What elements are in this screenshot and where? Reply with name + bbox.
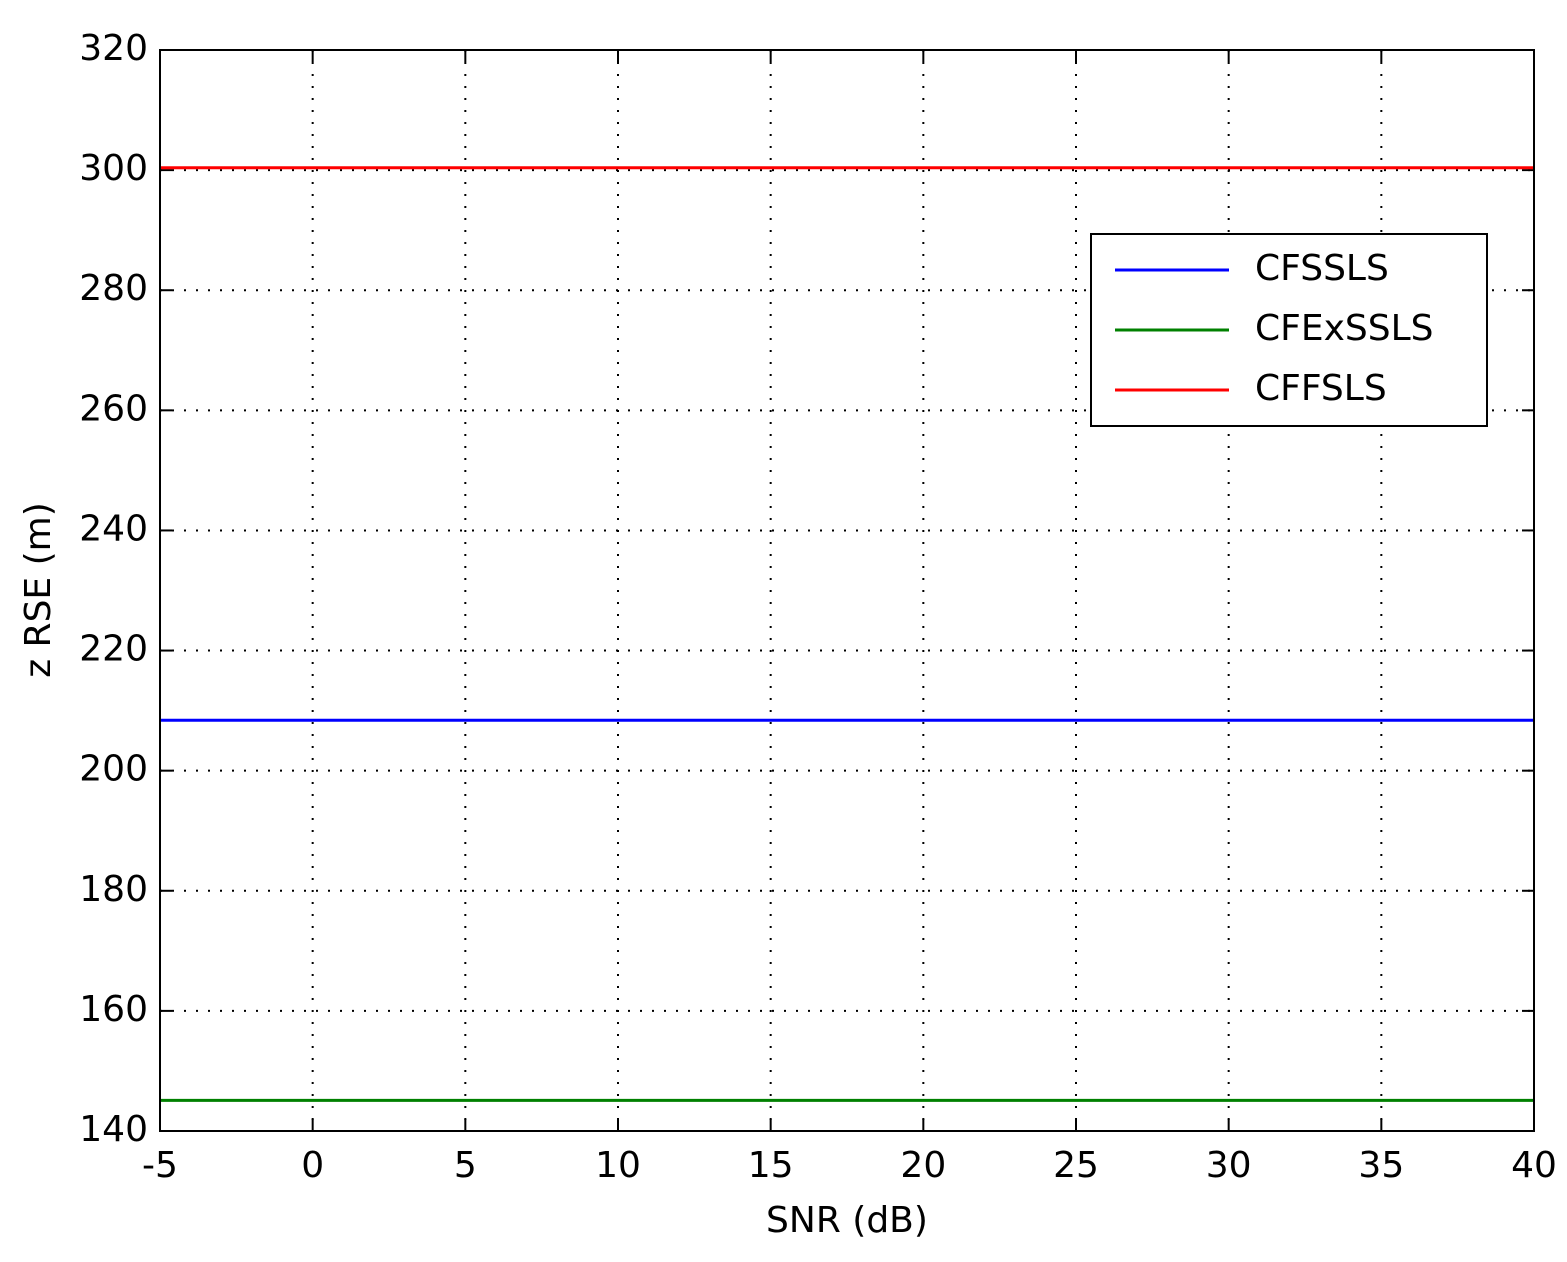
plot-frame bbox=[159, 49, 1535, 1132]
x-tick-label: 10 bbox=[595, 1145, 641, 1186]
legend-label: CFExSSLS bbox=[1255, 308, 1434, 349]
x-tick-label: 30 bbox=[1206, 1145, 1252, 1186]
y-tick-label: 160 bbox=[79, 989, 148, 1030]
y-tick-label: 260 bbox=[79, 388, 148, 429]
y-tick-label: 180 bbox=[79, 869, 148, 910]
x-tick-label: 35 bbox=[1358, 1145, 1404, 1186]
y-tick-label: 280 bbox=[79, 268, 148, 309]
legend-label: CFFSLS bbox=[1255, 368, 1387, 409]
y-tick-label: 320 bbox=[79, 28, 148, 69]
x-axis-label: SNR (dB) bbox=[766, 1200, 928, 1241]
y-tick-label: 200 bbox=[79, 749, 148, 790]
x-tick-label: 5 bbox=[454, 1145, 477, 1186]
x-tick-label: -5 bbox=[142, 1145, 178, 1186]
y-tick-label: 240 bbox=[79, 508, 148, 549]
legend-label: CFSSLS bbox=[1255, 248, 1389, 289]
x-tick-label: 0 bbox=[301, 1145, 324, 1186]
x-tick-label: 20 bbox=[900, 1145, 946, 1186]
x-tick-label: 40 bbox=[1511, 1145, 1557, 1186]
y-tick-label: 220 bbox=[79, 629, 148, 670]
x-tick-label: 25 bbox=[1053, 1145, 1099, 1186]
x-tick-label: 15 bbox=[748, 1145, 794, 1186]
y-axis-label: z RSE (m) bbox=[18, 502, 59, 678]
y-tick-label: 140 bbox=[79, 1109, 148, 1150]
y-tick-label: 300 bbox=[79, 148, 148, 189]
